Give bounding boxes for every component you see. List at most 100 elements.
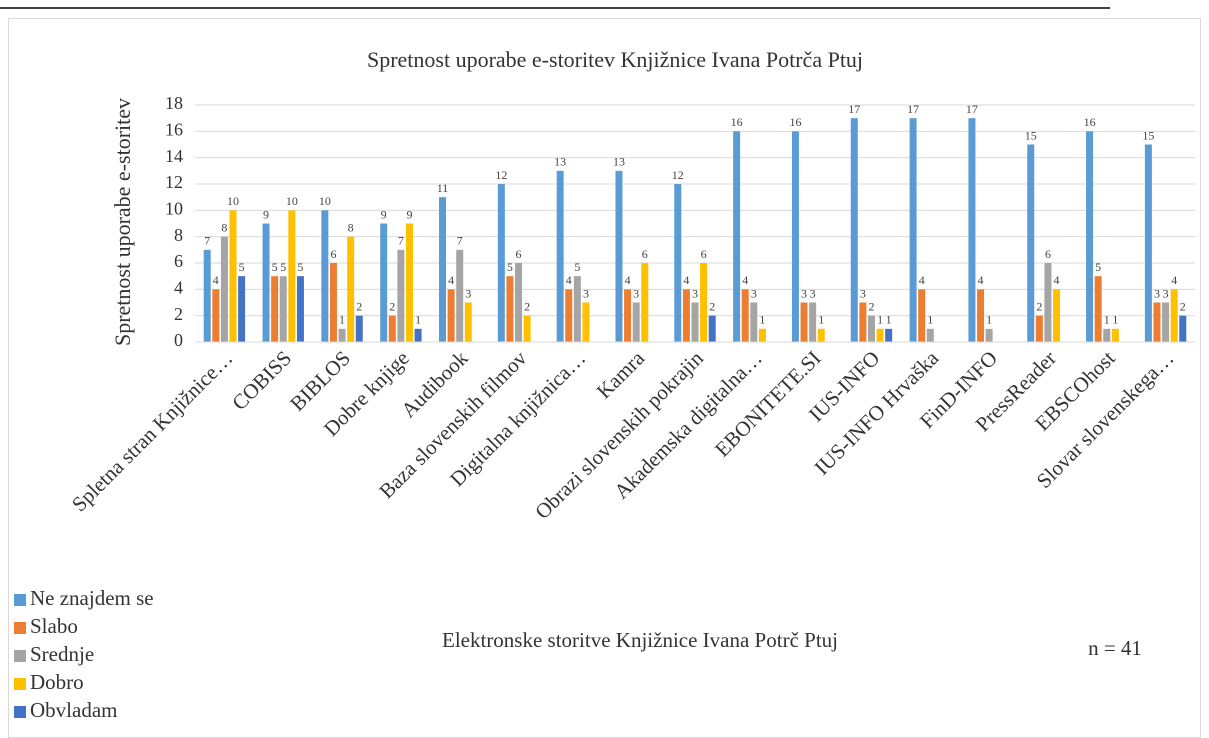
bar xyxy=(347,236,355,342)
bar xyxy=(700,263,708,342)
bar xyxy=(338,328,346,342)
bar xyxy=(238,276,246,342)
bar xyxy=(909,118,917,343)
y-tick-label: 18 xyxy=(165,93,183,113)
value-label: 10 xyxy=(319,194,331,208)
value-label: 6 xyxy=(642,247,648,261)
bar xyxy=(355,315,363,342)
bar xyxy=(497,184,505,342)
bar xyxy=(741,289,749,342)
value-label: 5 xyxy=(280,260,286,274)
value-label: 3 xyxy=(810,286,816,300)
bar xyxy=(733,131,741,342)
bar xyxy=(791,131,799,342)
bar xyxy=(800,302,808,342)
bar xyxy=(329,263,337,342)
value-label: 13 xyxy=(554,155,566,169)
bar xyxy=(271,276,279,342)
bar xyxy=(876,328,884,342)
y-tick-label: 4 xyxy=(174,277,183,297)
bar xyxy=(388,315,396,342)
bar xyxy=(456,249,464,342)
bar xyxy=(1094,276,1102,342)
value-label: 11 xyxy=(437,181,449,195)
bar xyxy=(1053,289,1061,342)
bar xyxy=(809,302,817,342)
bar xyxy=(279,276,287,342)
y-tick-label: 6 xyxy=(174,251,183,271)
x-tick-label: Spletna stran Knjižnice… xyxy=(67,346,237,516)
value-label: 5 xyxy=(507,260,513,274)
value-label: 2 xyxy=(389,299,395,313)
value-label: 1 xyxy=(339,313,345,327)
value-label: 3 xyxy=(801,286,807,300)
value-label: 17 xyxy=(848,102,860,116)
value-label: 5 xyxy=(297,260,303,274)
bar xyxy=(506,276,514,342)
value-label: 2 xyxy=(868,299,874,313)
value-label: 6 xyxy=(701,247,707,261)
value-label: 16 xyxy=(789,115,801,129)
value-label: 2 xyxy=(1036,299,1042,313)
value-label: 6 xyxy=(330,247,336,261)
y-tick-label: 16 xyxy=(165,119,183,139)
legend-label: Ne znajdem se xyxy=(30,586,154,610)
bar xyxy=(1144,144,1152,342)
value-label: 8 xyxy=(221,220,227,234)
legend-label: Srednje xyxy=(30,642,94,666)
legend-swatch xyxy=(14,622,26,634)
value-label: 1 xyxy=(1104,313,1110,327)
bar xyxy=(229,210,237,342)
bar xyxy=(582,302,590,342)
value-label: 5 xyxy=(1095,260,1101,274)
value-label: 15 xyxy=(1142,128,1154,142)
value-label: 2 xyxy=(524,299,530,313)
value-label: 4 xyxy=(625,273,631,287)
bar xyxy=(296,276,304,342)
x-tick-label: COBISS xyxy=(227,346,296,415)
bar xyxy=(1162,302,1170,342)
value-label: 4 xyxy=(683,273,689,287)
value-label: 17 xyxy=(907,102,919,116)
value-label: 13 xyxy=(613,155,625,169)
bar xyxy=(523,315,531,342)
bar xyxy=(1153,302,1161,342)
value-label: 4 xyxy=(1171,273,1177,287)
bar xyxy=(203,249,211,342)
bar xyxy=(380,223,388,342)
legend-label: Slabo xyxy=(30,614,78,638)
bar xyxy=(1035,315,1043,342)
bar xyxy=(573,276,581,342)
legend-swatch xyxy=(14,706,26,718)
bar xyxy=(708,315,716,342)
bar xyxy=(464,302,472,342)
value-label: 1 xyxy=(1112,313,1118,327)
bar xyxy=(1179,315,1187,342)
value-label: 12 xyxy=(672,168,684,182)
bar xyxy=(885,328,893,342)
legend-swatch xyxy=(14,650,26,662)
value-label: 5 xyxy=(574,260,580,274)
value-label: 4 xyxy=(742,273,748,287)
value-label: 9 xyxy=(406,207,412,221)
bar xyxy=(615,170,623,342)
value-label: 3 xyxy=(583,286,589,300)
legend-swatch xyxy=(14,678,26,690)
value-label: 1 xyxy=(877,313,883,327)
bar xyxy=(758,328,766,342)
value-label: 9 xyxy=(263,207,269,221)
y-axis-label: Spretnost uporabe e-storitev xyxy=(110,98,135,346)
bar xyxy=(397,249,405,342)
value-label: 7 xyxy=(398,234,404,248)
bar xyxy=(632,302,640,342)
legend-label: Dobro xyxy=(30,670,84,694)
value-label: 16 xyxy=(731,115,743,129)
value-label: 3 xyxy=(860,286,866,300)
value-label: 1 xyxy=(986,313,992,327)
bar xyxy=(859,302,867,342)
value-label: 15 xyxy=(1025,128,1037,142)
value-label: 4 xyxy=(448,273,454,287)
value-label: 6 xyxy=(1045,247,1051,261)
bar xyxy=(867,315,875,342)
